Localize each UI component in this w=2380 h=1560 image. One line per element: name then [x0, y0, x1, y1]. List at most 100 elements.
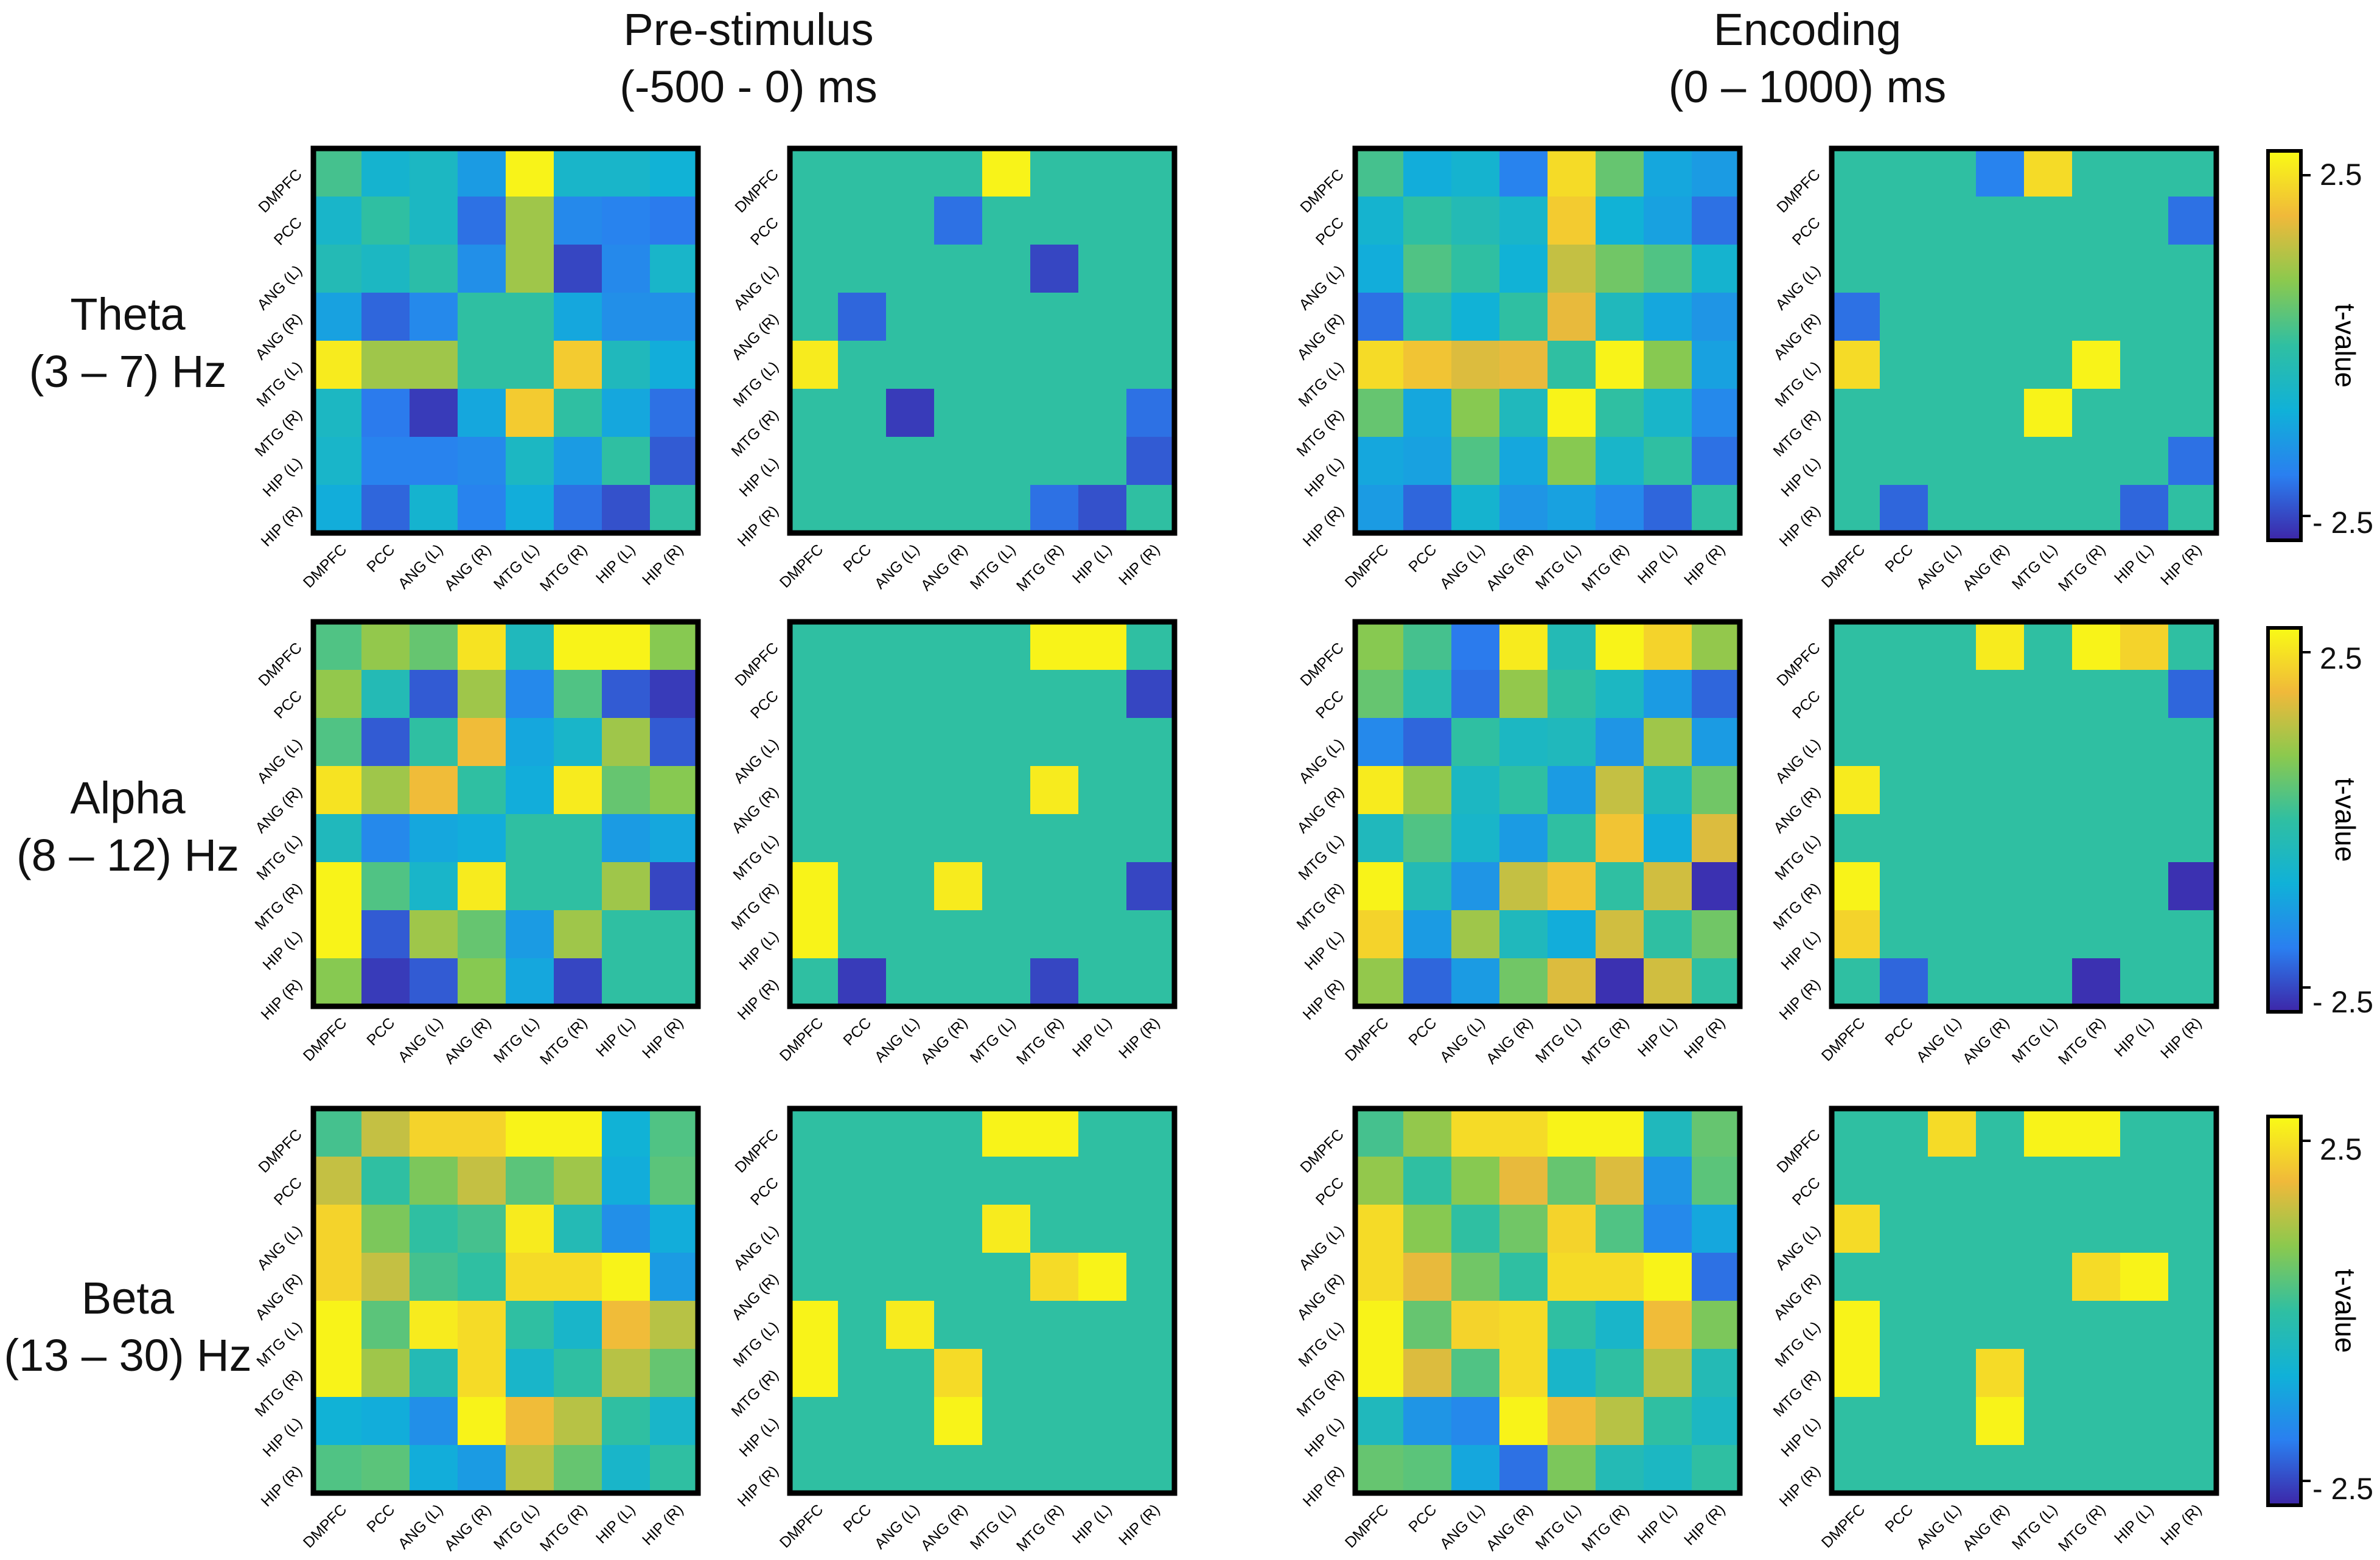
- x-tick-label: MTG (L): [490, 541, 543, 593]
- heatmap-cell: [1880, 341, 1928, 389]
- heatmap-cell: [458, 1301, 506, 1349]
- heatmap-cell: [886, 910, 935, 959]
- heatmap-cell: [1403, 766, 1452, 815]
- heatmap-cell: [1126, 389, 1175, 437]
- heatmap-cell: [506, 718, 554, 767]
- heatmap-cell: [361, 862, 410, 911]
- y-tick-label: MTG (L): [253, 1318, 305, 1371]
- heatmap-cell: [934, 766, 983, 815]
- heatmap-cell: [886, 718, 935, 767]
- heatmap-cell: [1126, 718, 1175, 767]
- heatmap-cell: [838, 197, 887, 245]
- heatmap-cell: [554, 293, 602, 341]
- panel-frame-beta-pre-stimulus-all: [310, 1106, 701, 1496]
- heatmap-cell: [506, 1157, 554, 1205]
- heatmap-cell: [1976, 1205, 2025, 1253]
- heatmap-cell: [1976, 1109, 2025, 1157]
- heatmap-cell: [361, 1397, 410, 1446]
- heatmap-cell: [1976, 1253, 2025, 1301]
- y-tick-label: MTG (R): [251, 1367, 305, 1421]
- heatmap-cell: [554, 1445, 602, 1494]
- heatmap-cell: [934, 1109, 983, 1157]
- heatmap-cell: [838, 1205, 887, 1253]
- heatmap-cell: [1928, 341, 1977, 389]
- heatmap-cell: [982, 910, 1031, 959]
- heatmap-cell: [458, 1253, 506, 1301]
- x-tick-label: HIP (R): [1115, 1014, 1163, 1062]
- x-tick-label: HIP (R): [2157, 1501, 2205, 1548]
- heatmap-cell: [1451, 1205, 1500, 1253]
- heatmap-cell: [313, 1349, 362, 1398]
- heatmap-cell: [361, 814, 410, 863]
- heatmap-cell: [361, 958, 410, 1007]
- heatmap-cell: [506, 1349, 554, 1398]
- heatmap-cell: [554, 341, 602, 389]
- heatmap-cell: [1976, 766, 2025, 815]
- heatmap-cell: [790, 766, 839, 815]
- y-tick-label: MTG (R): [1293, 1367, 1347, 1421]
- heatmap-cell: [1451, 485, 1500, 534]
- heatmap-cell: [458, 862, 506, 911]
- heatmap-cell: [1832, 622, 1880, 670]
- heatmap-cell: [1355, 1157, 1404, 1205]
- heatmap-cell: [2072, 1397, 2121, 1446]
- heatmap-cell: [934, 437, 983, 486]
- heatmap-cell: [1499, 862, 1548, 911]
- x-tick-label: ANG (L): [1437, 1014, 1488, 1066]
- y-tick-label: ANG (R): [728, 310, 782, 364]
- heatmap-cell: [1692, 718, 1740, 767]
- heatmap-cell: [1880, 1205, 1928, 1253]
- heatmap-cell: [1548, 670, 1596, 719]
- heatmap-cell: [2024, 1157, 2073, 1205]
- heatmap-cell: [554, 1397, 602, 1446]
- heatmap-cell: [650, 1397, 699, 1446]
- heatmap-cell: [1451, 958, 1500, 1007]
- x-tick-label: ANG (L): [395, 1501, 447, 1553]
- heatmap-cell: [838, 485, 887, 534]
- heatmap-cell: [1126, 1157, 1175, 1205]
- heatmap-cell: [1499, 389, 1548, 437]
- heatmap-cell: [313, 341, 362, 389]
- panel-frame-theta-pre-stimulus-significant: [787, 145, 1178, 536]
- x-tick-label: ANG (R): [1483, 1014, 1537, 1068]
- heatmap-cell: [650, 293, 699, 341]
- heatmap-cell: [2168, 718, 2217, 767]
- x-tick-label: ANG (R): [441, 1501, 495, 1555]
- heatmap-cell: [2168, 341, 2217, 389]
- heatmap-cell: [982, 1349, 1031, 1398]
- heatmap-cell: [1548, 910, 1596, 959]
- heatmap-cell: [982, 485, 1031, 534]
- heatmap-cell: [2120, 485, 2169, 534]
- heatmap-cell: [1499, 1301, 1548, 1349]
- heatmap-cell: [2168, 862, 2217, 911]
- heatmap-cell: [1976, 1301, 2025, 1349]
- heatmap-cell: [1832, 437, 1880, 486]
- heatmap-cell: [838, 622, 887, 670]
- heatmap-cell: [410, 766, 458, 815]
- heatmap-cell: [1692, 1301, 1740, 1349]
- heatmap-cell: [313, 1301, 362, 1349]
- heatmap-cell: [361, 1157, 410, 1205]
- heatmap-cell: [554, 766, 602, 815]
- heatmap-cell: [2168, 766, 2217, 815]
- y-tick-label: ANG (R): [252, 310, 305, 364]
- heatmap-cell: [1126, 622, 1175, 670]
- row-subtitle-text: (13 – 30) Hz: [4, 1330, 252, 1381]
- heatmap-cell: [1355, 485, 1404, 534]
- heatmap-cell: [1499, 670, 1548, 719]
- heatmap-cell: [934, 814, 983, 863]
- heatmap-cell: [1451, 862, 1500, 911]
- heatmap-cell: [650, 437, 699, 486]
- heatmap-cell: [1355, 389, 1404, 437]
- heatmap-cell: [313, 1397, 362, 1446]
- y-tick-label: ANG (L): [254, 736, 305, 787]
- heatmap-cell: [1928, 1445, 1977, 1494]
- heatmap-cell: [1692, 766, 1740, 815]
- heatmap-cell: [790, 622, 839, 670]
- y-tick-label: MTG (L): [730, 1318, 782, 1371]
- heatmap-cell: [1030, 485, 1079, 534]
- panel-frame-alpha-encoding-all: [1352, 619, 1743, 1009]
- y-tick-label: ANG (R): [252, 1270, 305, 1324]
- y-tick-label: HIP (R): [1300, 1463, 1347, 1510]
- y-tick-label: DMPFC: [1297, 639, 1347, 690]
